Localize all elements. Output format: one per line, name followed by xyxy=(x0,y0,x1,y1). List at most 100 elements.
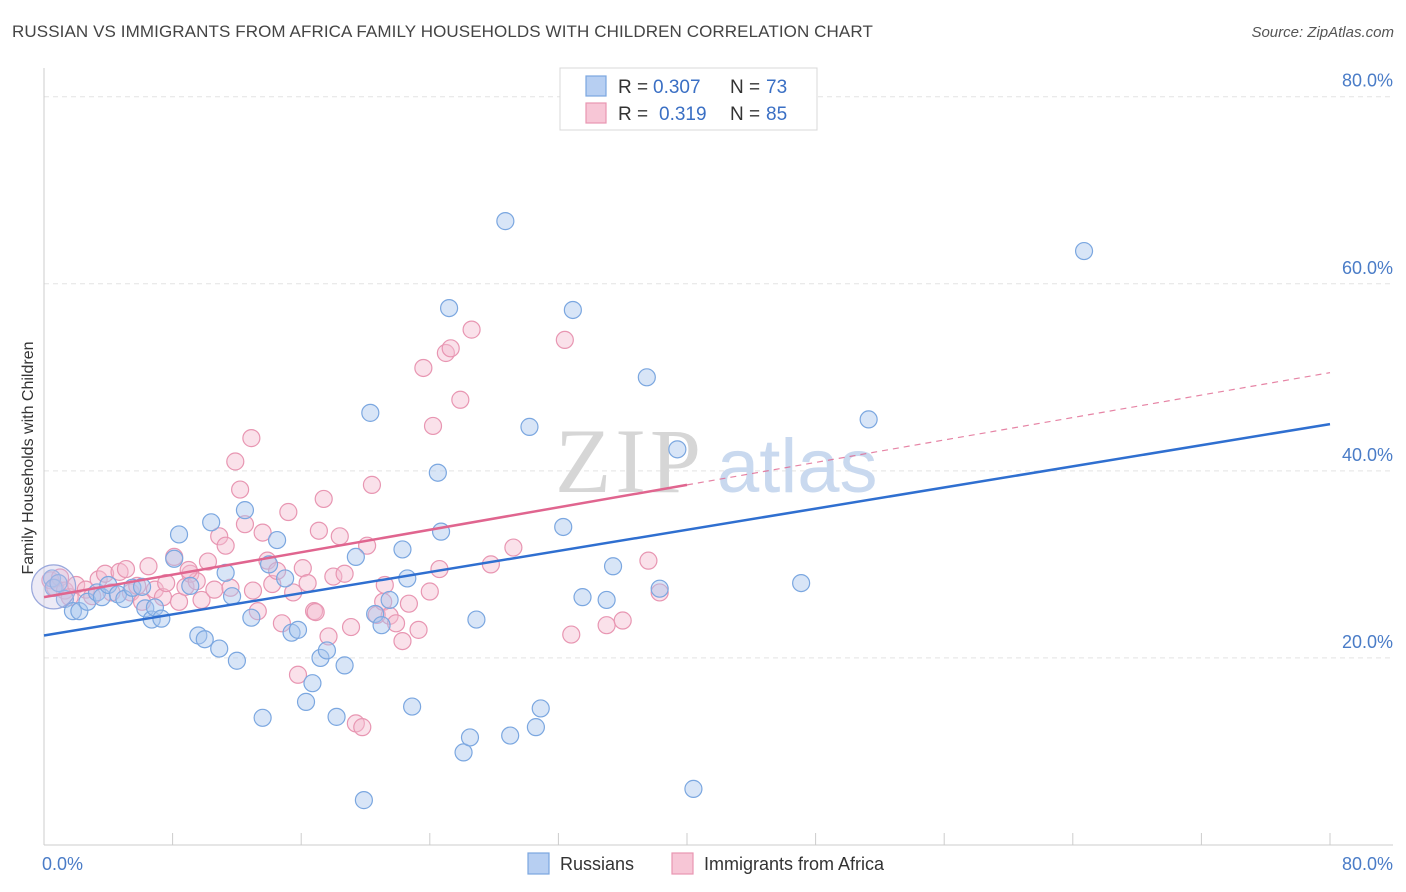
immigrants-point-53 xyxy=(341,617,361,637)
russians-point-39 xyxy=(317,641,337,660)
source-label: Source: ZipAtlas.com xyxy=(1251,24,1394,41)
immigrants-point-46 xyxy=(304,602,324,621)
immigrants-point-33 xyxy=(235,515,255,534)
legend-swatch-immigrants xyxy=(585,102,607,124)
russians-point-29 xyxy=(242,608,261,627)
russians-point-49 xyxy=(398,569,417,588)
russians-point-35 xyxy=(288,620,308,639)
russians-point-17 xyxy=(152,609,171,628)
immigrants-point-40 xyxy=(272,614,292,633)
russians-point-43 xyxy=(354,791,373,810)
russians-point-73 xyxy=(1074,241,1094,261)
russians-point-42 xyxy=(346,547,365,567)
immigrants-point-34 xyxy=(242,429,261,448)
russians-point-26 xyxy=(222,587,242,606)
russians-point-64 xyxy=(573,588,592,607)
immigrants-point-45 xyxy=(298,573,317,593)
russians-point-46 xyxy=(372,616,391,635)
russians-point-19 xyxy=(169,525,189,544)
trend-line-immigrants xyxy=(43,483,688,599)
immigrants-point-69 xyxy=(441,339,460,358)
russians-point-59 xyxy=(520,417,539,436)
immigrants-point-50 xyxy=(324,567,343,586)
russians-point-70 xyxy=(684,779,703,798)
bottom-legend-swatch-immigrants xyxy=(671,852,694,875)
russians-point-50 xyxy=(403,697,422,716)
legend-r-value-immigrants: 0.319 xyxy=(659,104,707,125)
russians-point-28 xyxy=(235,501,255,520)
russians-point-66 xyxy=(603,557,623,576)
russians-point-2 xyxy=(49,573,68,593)
legend-r-label-russians: R = xyxy=(618,77,648,98)
russians-point-47 xyxy=(380,590,399,610)
russians-point-41 xyxy=(335,656,354,675)
chart-title: RUSSIAN VS IMMIGRANTS FROM AFRICA FAMILY… xyxy=(12,22,873,41)
gridlines xyxy=(44,96,1393,659)
russians-point-60 xyxy=(526,718,545,737)
russians-point-4 xyxy=(63,602,83,621)
russians-point-63 xyxy=(563,300,582,320)
russians-point-20 xyxy=(181,576,200,596)
immigrants-point-29 xyxy=(216,536,235,555)
immigrants-point-78 xyxy=(639,551,658,570)
russians-point-53 xyxy=(439,299,459,318)
immigrants-point-47 xyxy=(309,521,328,540)
immigrants-point-55 xyxy=(353,718,372,737)
series-russians-points xyxy=(31,212,1094,810)
russians-point-45 xyxy=(366,604,385,624)
russians-point-54 xyxy=(454,743,473,762)
russians-point-23 xyxy=(202,513,221,532)
russians-point-44 xyxy=(361,403,380,422)
russians-point-16 xyxy=(145,598,165,617)
russians-point-72 xyxy=(859,410,878,429)
immigrants-point-81 xyxy=(420,582,439,601)
immigrants-point-21 xyxy=(169,592,189,611)
immigrants-point-72 xyxy=(481,555,500,574)
y-tick-label-0: 20.0% xyxy=(1342,632,1393,652)
russians-point-22 xyxy=(195,630,214,649)
immigrants-point-75 xyxy=(562,625,581,644)
russians-point-31 xyxy=(259,555,279,574)
russians-point-13 xyxy=(132,577,152,596)
immigrants-point-77 xyxy=(613,611,632,630)
y-axis-label: Family Households with Children xyxy=(20,342,37,575)
immigrants-point-12 xyxy=(116,559,136,579)
russians-point-6 xyxy=(78,592,97,611)
russians-point-68 xyxy=(650,579,669,598)
immigrants-point-83 xyxy=(243,581,263,600)
legend-n-label-immigrants: N = xyxy=(730,104,760,125)
immigrants-point-57 xyxy=(362,475,382,494)
russians-point-51 xyxy=(428,463,447,482)
immigrants-point-73 xyxy=(504,538,523,557)
russians-point-38 xyxy=(311,648,330,668)
immigrants-point-58 xyxy=(367,605,386,625)
russians-point-69 xyxy=(668,440,687,459)
x-tick-label-max: 80.0% xyxy=(1342,854,1393,874)
russians-point-33 xyxy=(276,569,295,588)
russians-point-62 xyxy=(554,517,573,537)
immigrants-point-70 xyxy=(451,390,470,409)
russians-point-32 xyxy=(267,530,287,550)
russians-point-18 xyxy=(165,549,184,568)
watermark-atlas: atlas xyxy=(717,424,878,509)
legend-n-label-russians: N = xyxy=(730,77,760,98)
x-tick-label-min: 0.0% xyxy=(42,854,83,874)
legend-r-label-immigrants: R = xyxy=(618,104,648,125)
russians-point-30 xyxy=(253,708,272,727)
immigrants-point-43 xyxy=(288,665,308,684)
immigrants-point-63 xyxy=(399,594,419,613)
y-tick-label-2: 60.0% xyxy=(1342,258,1393,278)
immigrants-point-27 xyxy=(205,580,224,599)
immigrants-point-65 xyxy=(414,358,433,378)
bottom-legend-label-immigrants: Immigrants from Africa xyxy=(704,854,885,874)
russians-point-67 xyxy=(637,368,656,387)
legend-n-value-russians: 73 xyxy=(766,77,787,98)
russians-point-14 xyxy=(136,599,155,618)
russians-point-40 xyxy=(327,707,346,726)
bottom-legend-swatch-russians xyxy=(527,852,550,875)
russians-point-71 xyxy=(792,573,811,593)
immigrants-point-16 xyxy=(139,557,158,576)
immigrants-point-62 xyxy=(393,631,412,651)
immigrants-point-9 xyxy=(95,564,115,583)
